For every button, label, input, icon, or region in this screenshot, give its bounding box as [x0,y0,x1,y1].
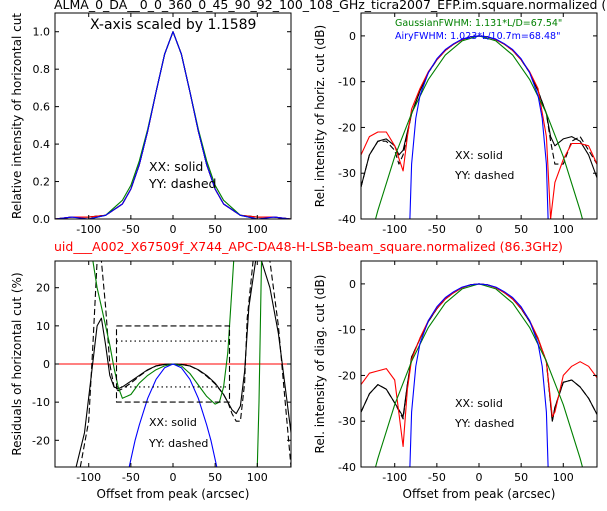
y-axis-label: Rel. intensity of diag. cut (dB) [313,275,327,454]
y-tick-label: 0 [43,358,50,371]
x-tick-label: 100 [247,223,268,236]
y-tick-label: 0.6 [33,101,51,114]
x-tick-label: 0 [476,471,483,484]
x-tick-label: 100 [247,471,268,484]
x-axis-label: Offset from peak (arcsec) [97,487,250,501]
x-tick-label: 100 [553,471,574,484]
y-tick-label: 20 [36,282,50,295]
y-tick-label: -10 [338,324,356,337]
series-group [55,261,291,467]
x-tick-label: 100 [553,223,574,236]
y-tick-label: 1.0 [33,26,51,39]
x-tick-label: -100 [382,471,407,484]
annotation: XX: solid [455,397,503,410]
y-tick-label: -40 [338,213,356,226]
annotation: YY: dashed [148,437,208,450]
annotation: XX: solid [455,149,503,162]
annotation: XX: solid [149,159,203,174]
y-tick-label: -10 [338,76,356,89]
series-group [55,31,291,219]
annotation: X-axis scaled by 1.1589 [90,17,256,33]
x-tick-label: 50 [514,471,528,484]
series-black-dashed-2 [79,261,291,467]
axes-frame [360,12,598,220]
y-tick-label: -20 [338,121,356,134]
legend-entry: AiryFWHM: 1.023*L/10.7m=68.48" [395,31,560,42]
series-black-dashed-6 [115,325,231,403]
y-tick-label: -40 [338,461,356,474]
y-tick-label: -20 [338,369,356,382]
y-tick-label: 10 [36,320,50,333]
y-tick-label: 0.4 [33,138,51,151]
y-tick-label: 0 [349,278,356,291]
annotation: YY: dashed [148,176,216,191]
y-tick-label: 0 [349,30,356,43]
series-blue-solid-4 [409,283,549,467]
x-tick-label: 0 [170,223,177,236]
x-tick-label: 50 [208,223,222,236]
x-tick-label: 50 [514,223,528,236]
y-axis-label: Rel. intensity of horiz. cut (dB) [313,25,327,207]
series-green-solid-4 [256,261,263,467]
series-blue-solid-5 [128,363,218,467]
y-tick-label: -20 [32,434,50,447]
series-blue-solid-4 [55,31,291,219]
series-blue-solid-4 [409,35,549,219]
x-tick-label: -100 [76,223,101,236]
x-axis-label: Offset from peak (arcsec) [403,487,556,501]
figure-title-top: ALMA_0_DA__0_0_360_0_45_90_92_100_108_GH… [54,0,606,12]
x-tick-label: 0 [170,471,177,484]
series-group [361,35,597,219]
x-tick-label: -50 [122,471,140,484]
x-tick-label: -50 [122,223,140,236]
x-tick-label: 0 [476,223,483,236]
panel-top-left: -100 -50 0 50 100 0.0 0.2 0.4 0.6 0.8 1.0 Relative … [10,12,292,236]
series-green-solid-3 [88,261,235,405]
series-red-solid-2 [361,35,597,219]
x-tick-label: -50 [428,223,446,236]
x-tick-label: 50 [208,471,222,484]
x-tick-label: -100 [76,471,101,484]
figure-title-middle: uid___A002_X67509f_X744_APC-DA48-H-LSB-b… [54,239,563,254]
series-group [361,283,597,467]
x-tick-label: -50 [428,471,446,484]
legend-entry: GaussianFWHM: 1.131*L/D=67.54" [395,18,562,29]
axes-frame [360,260,598,468]
x-tick-label: -100 [382,223,407,236]
y-axis-label: Relative intensity of horizontal cut [10,13,24,219]
y-tick-label: 0.2 [33,176,51,189]
annotation: YY: dashed [454,169,514,182]
y-tick-label: -30 [338,415,356,428]
annotation: YY: dashed [454,417,514,430]
annotation: XX: solid [149,416,197,429]
y-axis-label: Residuals of horizontal cut (%) [10,272,24,455]
y-tick-label: 0.8 [33,63,51,76]
y-tick-label: -10 [32,396,50,409]
y-tick-label: 0.0 [33,213,51,226]
y-tick-label: -30 [338,167,356,180]
